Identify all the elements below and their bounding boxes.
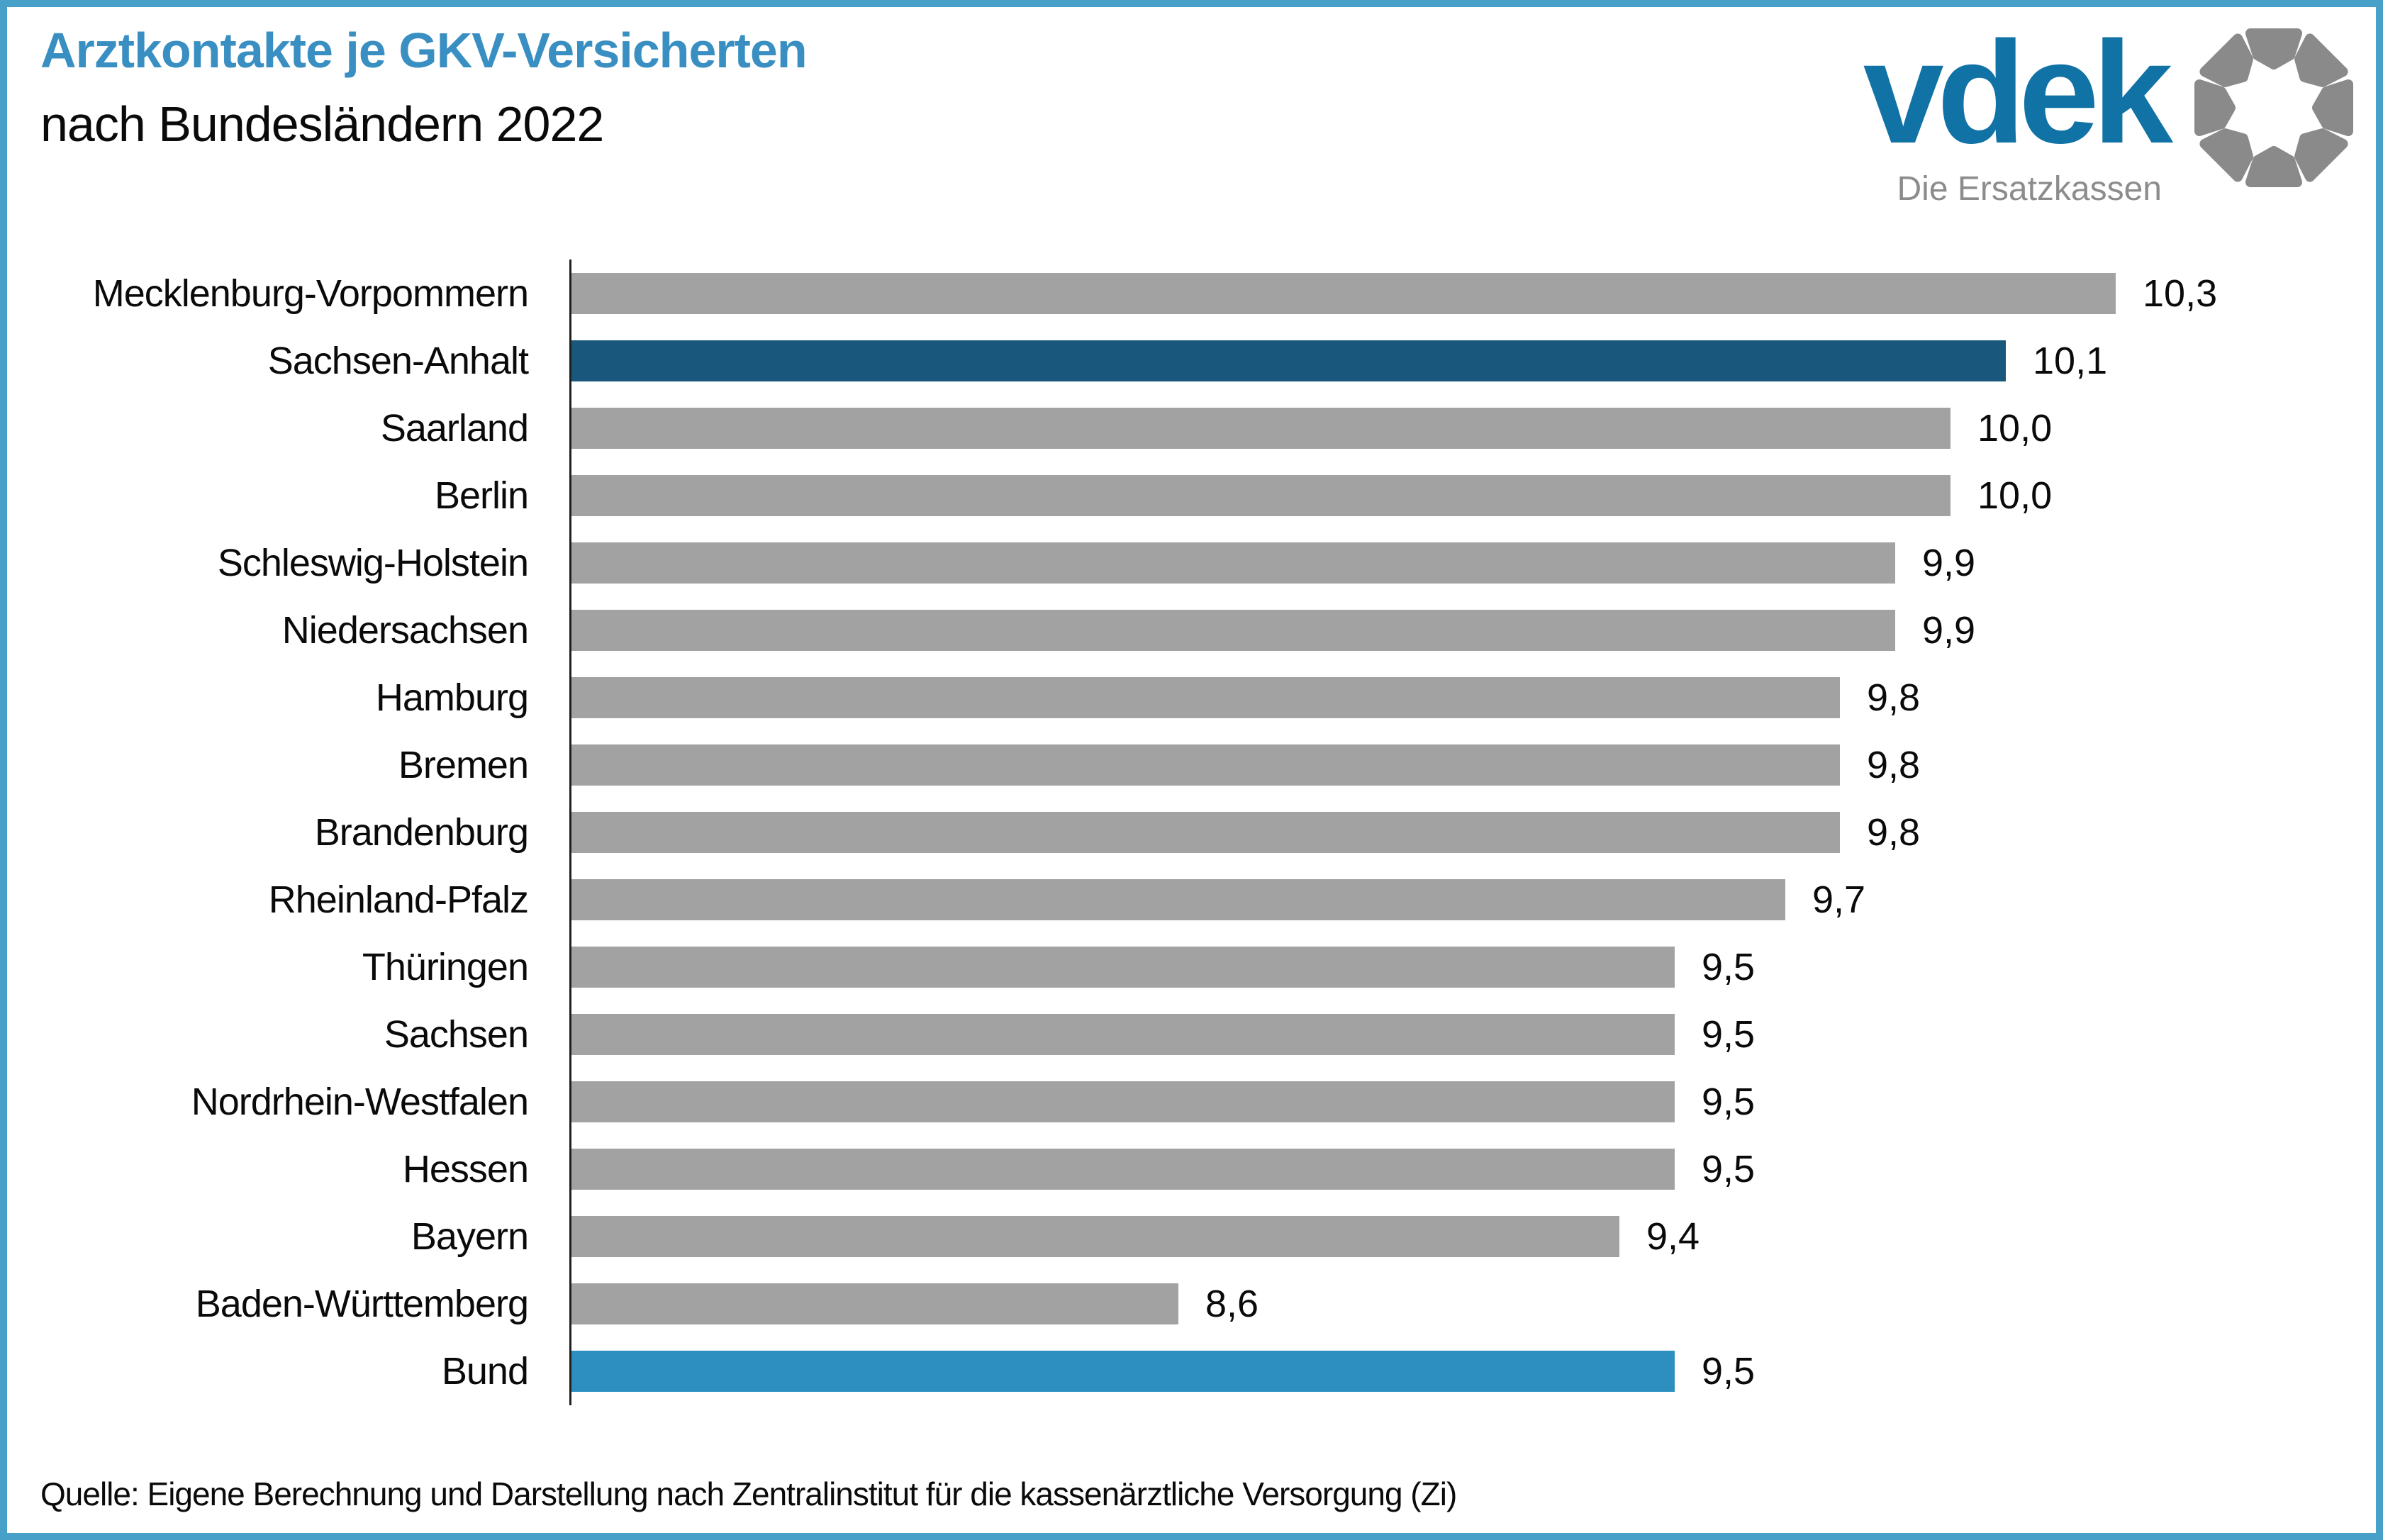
- chart-row: Hamburg 9,8: [0, 664, 2383, 731]
- bar: [571, 340, 2006, 381]
- bar-area: 10,3: [571, 272, 2383, 315]
- bar-label: Sachsen: [384, 1012, 529, 1056]
- vdek-wordmark-block: vdek Die Ersatzkassen: [1863, 11, 2173, 208]
- bar: [571, 1013, 1675, 1055]
- bar-value-label: 9,8: [1867, 810, 1921, 854]
- bar-value-label: 9,5: [1702, 1012, 1756, 1056]
- page-subtitle: nach Bundesländern 2022: [40, 96, 604, 152]
- bar-label: Schleswig-Holstein: [217, 541, 529, 584]
- bar-area: 9,5: [571, 1012, 2383, 1056]
- bar: [571, 811, 1840, 853]
- bar: [571, 272, 2116, 314]
- bar-area: 9,5: [571, 945, 2383, 988]
- bar-value-label: 9,5: [1702, 1349, 1756, 1393]
- bar-label: Saarland: [380, 406, 529, 450]
- bar-label: Bund: [441, 1349, 529, 1393]
- chart-row: Thüringen 9,5: [0, 933, 2383, 1000]
- chart-row: Bund 9,5: [0, 1337, 2383, 1405]
- bar-value-label: 9,8: [1867, 676, 1921, 719]
- bar-value-label: 9,9: [1922, 541, 1976, 584]
- bar-area: 10,0: [571, 406, 2383, 450]
- bar-label: Baden-Württemberg: [195, 1282, 529, 1325]
- bar-label: Rheinland-Pfalz: [268, 878, 529, 921]
- vdek-tagline: Die Ersatzkassen: [1897, 169, 2162, 208]
- bar: [571, 946, 1675, 988]
- vdek-logo-ring-icon: [2194, 28, 2353, 187]
- bar: [571, 878, 1785, 920]
- bar-area: 9,8: [571, 744, 2383, 786]
- bar: [571, 1283, 1178, 1324]
- vdek-wordmark: vdek: [1863, 11, 2173, 174]
- bar: [571, 1081, 1675, 1122]
- chart-row: Rheinland-Pfalz 9,7: [0, 866, 2383, 933]
- bar-value-label: 9,4: [1646, 1215, 1700, 1258]
- chart-row: Mecklenburg-Vorpommern 10,3: [0, 260, 2383, 327]
- chart-row: Sachsen-Anhalt 10,1: [0, 327, 2383, 394]
- bar-value-label: 10,0: [1977, 406, 2053, 450]
- bar-area: 9,5: [571, 1147, 2383, 1190]
- chart-row: Saarland 10,0: [0, 394, 2383, 462]
- chart-row: Bremen 9,8: [0, 731, 2383, 798]
- bar-label: Mecklenburg-Vorpommern: [92, 272, 529, 315]
- bar-value-label: 9,5: [1702, 945, 1756, 988]
- chart-row: Schleswig-Holstein 9,9: [0, 529, 2383, 596]
- header: Arztkontakte je GKV-Versicherten nach Bu…: [40, 23, 808, 152]
- bar-label: Niedersachsen: [281, 608, 529, 652]
- bar: [571, 744, 1840, 786]
- bar-label: Thüringen: [362, 945, 529, 988]
- bar: [571, 1350, 1675, 1392]
- bar-area: 9,5: [571, 1080, 2383, 1123]
- bar-area: 10,1: [571, 339, 2383, 382]
- bar-label: Sachsen-Anhalt: [267, 339, 529, 382]
- bar: [571, 1148, 1675, 1190]
- bar: [571, 676, 1840, 718]
- bar-label: Hessen: [402, 1147, 529, 1190]
- bar-value-label: 9,8: [1867, 743, 1921, 786]
- bar-area: 9,9: [571, 608, 2383, 652]
- bar-area: 8,6: [571, 1282, 2383, 1325]
- bar-label: Bremen: [398, 743, 529, 786]
- bar: [571, 609, 1895, 651]
- chart-row: Brandenburg 9,8: [0, 798, 2383, 866]
- bar-value-label: 10,3: [2143, 272, 2218, 315]
- bar-label: Bayern: [411, 1215, 529, 1258]
- bar-area: 9,7: [571, 878, 2383, 921]
- bar-label: Nordrhein-Westfalen: [191, 1080, 529, 1123]
- bar: [571, 542, 1895, 584]
- chart-row: Sachsen 9,5: [0, 1000, 2383, 1068]
- bar-area: 10,0: [571, 474, 2383, 517]
- bar-value-label: 9,5: [1702, 1147, 1756, 1190]
- bar-value-label: 9,5: [1702, 1080, 1756, 1123]
- bar-area: 9,5: [571, 1349, 2383, 1393]
- bar-chart: Mecklenburg-Vorpommern 10,3 Sachsen-Anha…: [0, 260, 2383, 1405]
- bar-value-label: 9,7: [1812, 878, 1866, 921]
- bar-value-label: 9,9: [1922, 608, 1976, 652]
- bar-area: 9,8: [571, 676, 2383, 719]
- source-note: Quelle: Eigene Berechnung und Darstellun…: [40, 1475, 1457, 1512]
- bar-label: Berlin: [434, 474, 529, 517]
- bar-label: Hamburg: [375, 676, 529, 719]
- bar: [571, 474, 1951, 516]
- chart-row: Niedersachsen 9,9: [0, 596, 2383, 664]
- chart-row: Baden-Württemberg 8,6: [0, 1270, 2383, 1337]
- bar-label: Brandenburg: [314, 810, 529, 854]
- bar-value-label: 10,1: [2033, 339, 2108, 382]
- vdek-logo: vdek Die Ersatzkassen: [1863, 20, 2362, 208]
- bar-value-label: 10,0: [1977, 474, 2053, 517]
- chart-row: Berlin 10,0: [0, 462, 2383, 529]
- bar-area: 9,4: [571, 1215, 2383, 1258]
- chart-row: Nordrhein-Westfalen 9,5: [0, 1068, 2383, 1135]
- chart-row: Hessen 9,5: [0, 1135, 2383, 1203]
- chart-row: Bayern 9,4: [0, 1203, 2383, 1270]
- bar-area: 9,9: [571, 542, 2383, 584]
- bar-value-label: 8,6: [1205, 1282, 1259, 1325]
- bar: [571, 1215, 1619, 1257]
- bar-area: 9,8: [571, 810, 2383, 854]
- category-axis-line: [569, 260, 571, 1405]
- page-title: Arztkontakte je GKV-Versicherten: [40, 23, 808, 78]
- bar: [571, 407, 1951, 449]
